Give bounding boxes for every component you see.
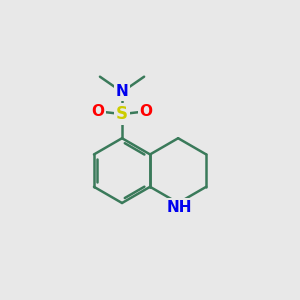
- Text: O: O: [140, 104, 153, 119]
- Text: NH: NH: [167, 200, 192, 215]
- Text: O: O: [92, 104, 104, 119]
- Text: N: N: [116, 85, 128, 100]
- Text: S: S: [116, 105, 128, 123]
